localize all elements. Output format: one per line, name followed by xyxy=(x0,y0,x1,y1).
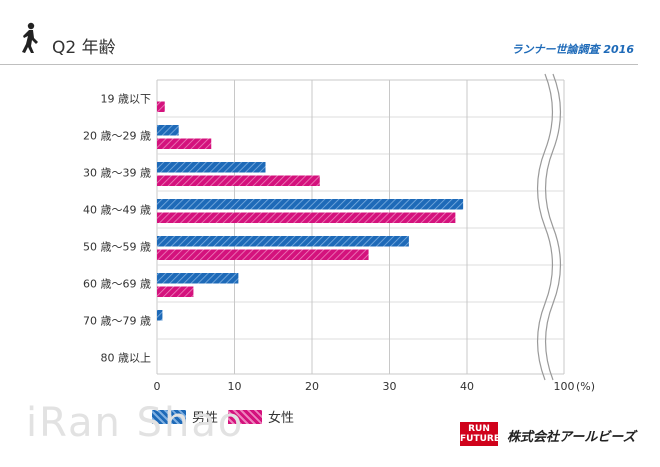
bar-male xyxy=(157,199,464,210)
x-tick-label: 10 xyxy=(228,380,242,393)
bar-female xyxy=(157,138,212,149)
survey-subtitle: ランナー世論調査 2016 xyxy=(511,43,634,56)
legend-female-label: 女性 xyxy=(268,411,295,426)
legend-male-swatch xyxy=(152,409,186,424)
bar-male xyxy=(157,310,163,321)
bar-female xyxy=(157,249,369,260)
bar-female xyxy=(157,101,165,112)
legend-female-swatch xyxy=(228,409,262,424)
legend-male: 男性 xyxy=(152,407,218,426)
category-label: 20 歳～29 歳 xyxy=(83,130,151,143)
legend-female: 女性 xyxy=(228,407,294,426)
category-label: 70 歳～79 歳 xyxy=(83,315,151,328)
x-tick-label: 0 xyxy=(154,380,161,393)
x-tick-label: 30 xyxy=(383,380,397,393)
category-label: 50 歳～59 歳 xyxy=(83,241,151,254)
legend-male-label: 男性 xyxy=(192,411,219,426)
category-label: 80 歳以上 xyxy=(101,352,152,365)
category-label: 40 歳～49 歳 xyxy=(83,204,151,217)
bar-male xyxy=(157,273,239,284)
x-tick-label: 40 xyxy=(460,380,474,393)
x-tick-label: 100 xyxy=(554,380,575,393)
header-divider xyxy=(0,64,638,65)
bar-female xyxy=(157,286,194,297)
axis-break-line xyxy=(536,73,554,381)
run-future-logo: RUN FUTURE xyxy=(460,422,500,446)
category-label: 30 歳～39 歳 xyxy=(83,167,151,180)
company-name: 株式会社アールビーズ xyxy=(507,430,636,445)
bar-female xyxy=(157,175,320,186)
axis-break-line xyxy=(544,73,562,381)
bar-male xyxy=(157,236,409,247)
bar-female xyxy=(157,212,456,223)
bar-male xyxy=(157,162,266,173)
runner-icon xyxy=(22,22,38,53)
x-tick-label: 20 xyxy=(305,380,319,393)
watermark: iRan Shao xyxy=(26,400,245,446)
bar-male xyxy=(157,125,179,136)
category-label: 19 歳以下 xyxy=(101,93,152,106)
question-title: Q2 年齢 xyxy=(52,38,116,58)
x-unit-label: (%) xyxy=(576,380,595,393)
category-label: 60 歳～69 歳 xyxy=(83,278,151,291)
